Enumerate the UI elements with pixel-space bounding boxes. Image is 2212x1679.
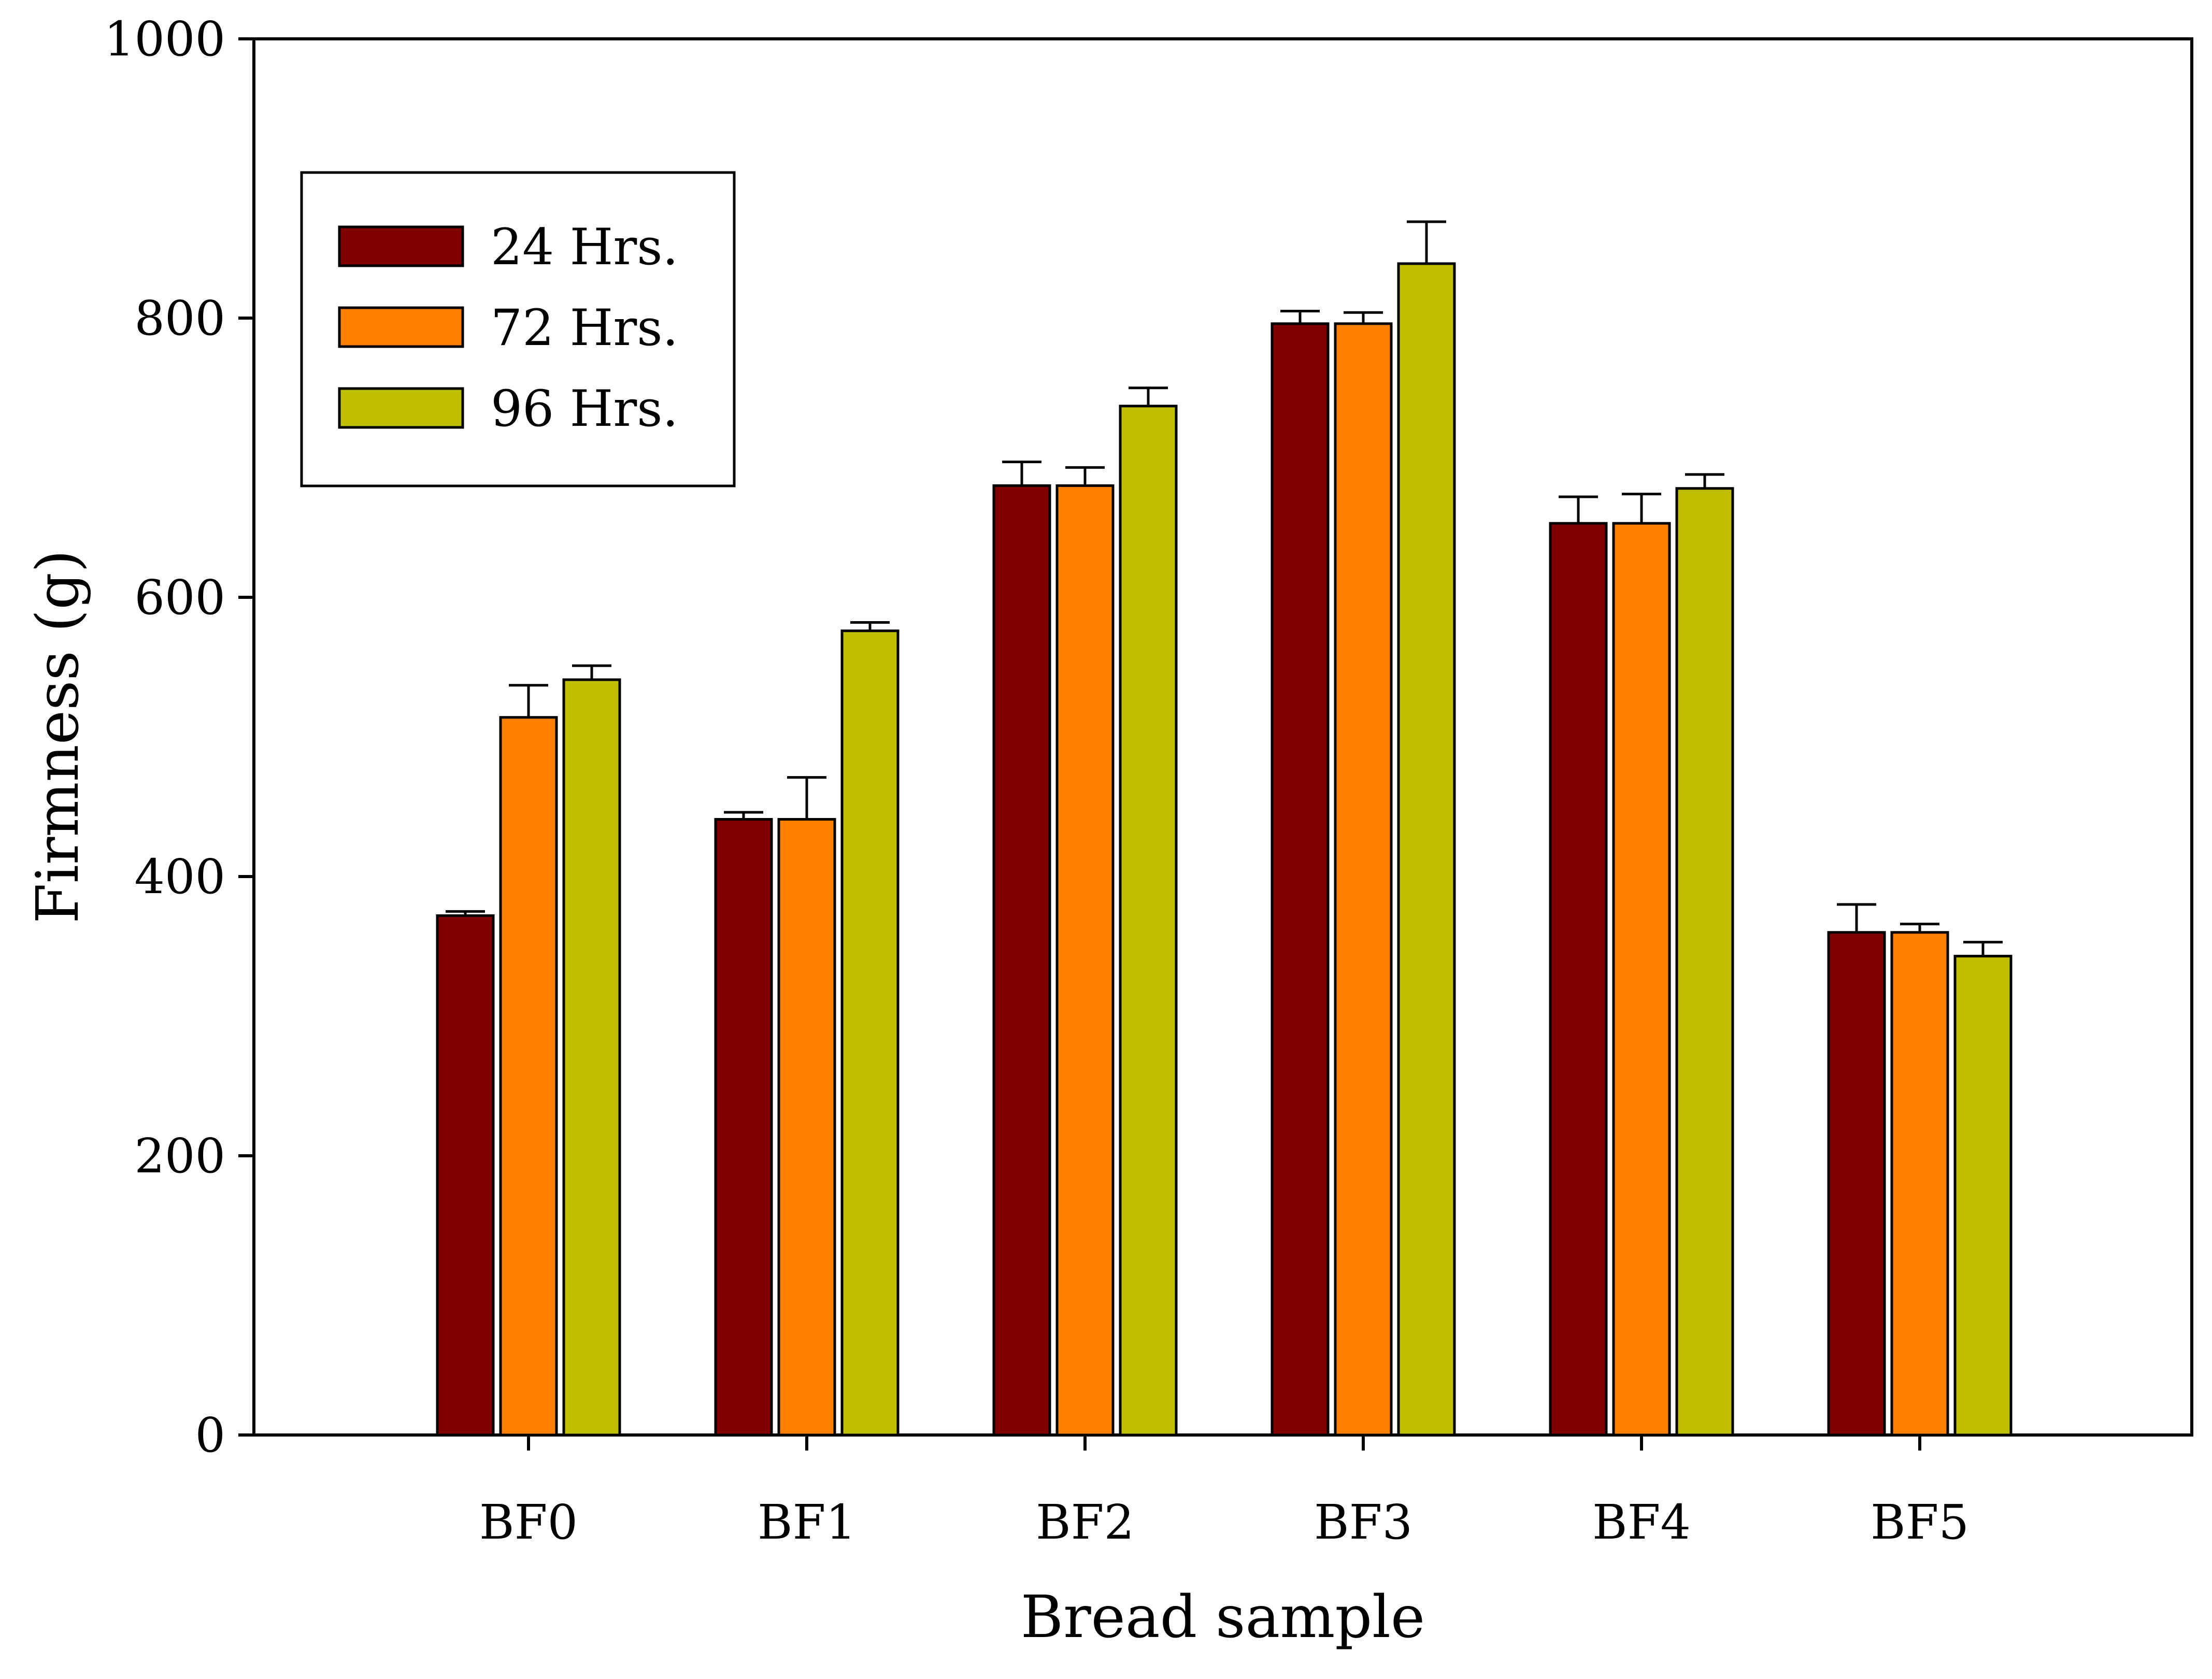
bar-bf2-96-hrs: [1119, 405, 1178, 1437]
error-bar-bf5-24-hrs: [1837, 903, 1876, 932]
legend-label-96-hrs: 96 Hrs.: [491, 380, 678, 438]
y-axis-title: Firmness (g): [24, 550, 92, 923]
bar-bf5-96-hrs: [1953, 955, 2013, 1437]
error-bar-bf0-72-hrs: [509, 684, 548, 717]
legend-swatch-72-hrs: [338, 306, 464, 348]
x-tick-label-bf4: BF4: [1592, 1495, 1691, 1550]
error-bar-bf2-72-hrs: [1065, 466, 1105, 486]
bar-series-group: [436, 262, 2013, 1437]
y-tick-label-5: 1000: [104, 11, 225, 67]
error-bar-bf2-96-hrs: [1129, 386, 1168, 406]
bar-bf1-96-hrs: [840, 629, 900, 1437]
error-bar-bf4-24-hrs: [1559, 495, 1598, 524]
bar-bf2-24-hrs: [992, 484, 1051, 1437]
legend-label-24-hrs: 24 Hrs.: [491, 218, 678, 276]
y-tick-label-1: 200: [134, 1128, 225, 1184]
bar-bf1-24-hrs: [714, 818, 773, 1437]
error-bar-bf1-96-hrs: [850, 621, 890, 631]
error-bar-bf1-72-hrs: [787, 776, 826, 820]
legend-label-72-hrs: 72 Hrs.: [491, 299, 678, 357]
legend-swatch-96-hrs: [338, 387, 464, 429]
error-bar-bf3-24-hrs: [1280, 310, 1320, 324]
y-tick-label-3: 600: [134, 570, 225, 625]
error-bar-bf5-96-hrs: [1963, 941, 2003, 956]
plot-frame: [252, 37, 2193, 1437]
error-bar-group: [446, 220, 2003, 956]
legend-entry-72-hrs: 72 Hrs.: [338, 299, 678, 357]
y-tick-label-2: 400: [134, 849, 225, 905]
error-bar-bf1-24-hrs: [724, 811, 763, 820]
bar-bf4-72-hrs: [1612, 522, 1671, 1437]
error-bar-bf0-24-hrs: [446, 910, 485, 916]
x-axis-title: Bread sample: [1021, 1584, 1425, 1651]
bar-bf3-24-hrs: [1271, 322, 1330, 1437]
x-tick-label-bf0: BF0: [479, 1495, 578, 1550]
error-bar-bf3-72-hrs: [1344, 311, 1383, 324]
bar-bf0-72-hrs: [499, 716, 558, 1437]
x-axis: BF0 BF1 BF2 BF3 BF4 BF5: [479, 1435, 1969, 1550]
bar-bf2-72-hrs: [1055, 484, 1115, 1437]
bar-bf3-72-hrs: [1334, 322, 1393, 1437]
bar-bf0-96-hrs: [562, 678, 621, 1437]
legend-entry-24-hrs: 24 Hrs.: [338, 218, 678, 276]
error-bar-bf2-24-hrs: [1002, 461, 1041, 486]
error-bar-bf4-96-hrs: [1685, 473, 1724, 489]
error-bar-bf0-96-hrs: [572, 664, 611, 680]
bar-bf3-96-hrs: [1397, 262, 1456, 1437]
error-bar-bf3-96-hrs: [1407, 220, 1446, 264]
x-tick-label-bf2: BF2: [1036, 1495, 1134, 1550]
bar-bf4-24-hrs: [1549, 522, 1608, 1437]
bar-bf5-24-hrs: [1827, 931, 1886, 1437]
bar-bf5-72-hrs: [1890, 931, 1949, 1437]
legend-entry-96-hrs: 96 Hrs.: [338, 380, 678, 438]
x-tick-label-bf3: BF3: [1314, 1495, 1412, 1550]
y-tick-label-4: 800: [134, 291, 225, 346]
bar-bf4-96-hrs: [1675, 487, 1734, 1437]
x-tick-label-bf1: BF1: [758, 1495, 856, 1550]
legend-swatch-24-hrs: [338, 225, 464, 267]
bar-bf0-24-hrs: [436, 914, 495, 1437]
y-tick-label-0: 0: [195, 1408, 225, 1463]
y-axis: 0 200 400 600 800 1000: [104, 11, 254, 1463]
legend: 24 Hrs. 72 Hrs. 96 Hrs.: [300, 171, 736, 487]
error-bar-bf4-72-hrs: [1622, 493, 1661, 524]
error-bar-bf5-72-hrs: [1900, 923, 1939, 932]
x-tick-label-bf5: BF5: [1871, 1495, 1969, 1550]
bar-bf1-72-hrs: [777, 818, 836, 1437]
